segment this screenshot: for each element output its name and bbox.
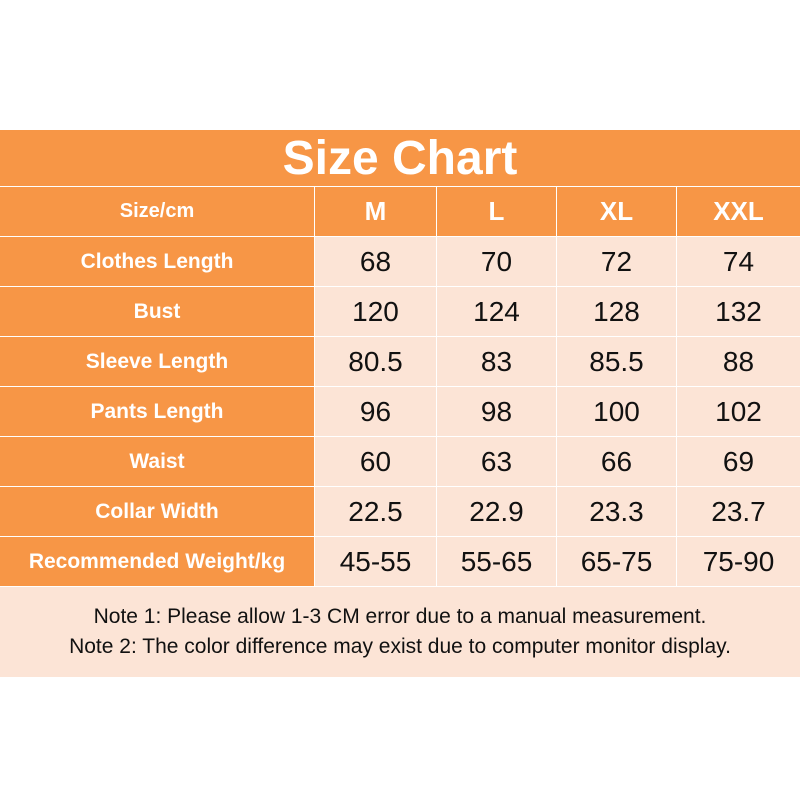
header-cell: M <box>315 187 437 236</box>
data-cell: 63 <box>437 437 557 486</box>
data-cell: 120 <box>315 287 437 336</box>
row-label: Clothes Length <box>0 237 315 286</box>
data-cell: 72 <box>557 237 677 286</box>
data-cell: 45-55 <box>315 537 437 586</box>
row-label: Collar Width <box>0 487 315 536</box>
table-row: Waist 60 63 66 69 <box>0 437 800 487</box>
table-row: Bust 120 124 128 132 <box>0 287 800 337</box>
data-cell: 70 <box>437 237 557 286</box>
header-row: Size/cm M L XL XXL <box>0 187 800 237</box>
data-cell: 23.3 <box>557 487 677 536</box>
data-cell: 66 <box>557 437 677 486</box>
data-cell: 65-75 <box>557 537 677 586</box>
data-cell: 128 <box>557 287 677 336</box>
data-cell: 22.9 <box>437 487 557 536</box>
row-label: Recommended Weight/kg <box>0 537 315 586</box>
data-cell: 124 <box>437 287 557 336</box>
data-cell: 83 <box>437 337 557 386</box>
row-label: Sleeve Length <box>0 337 315 386</box>
row-label: Waist <box>0 437 315 486</box>
note-line: Note 1: Please allow 1-3 CM error due to… <box>93 605 707 628</box>
data-cell: 85.5 <box>557 337 677 386</box>
data-cell: 96 <box>315 387 437 436</box>
data-cell: 22.5 <box>315 487 437 536</box>
data-cell: 98 <box>437 387 557 436</box>
data-cell: 88 <box>677 337 800 386</box>
table-row: Recommended Weight/kg 45-55 55-65 65-75 75-9… <box>0 537 800 587</box>
row-label: Bust <box>0 287 315 336</box>
table-row: Collar Width 22.5 22.9 23.3 23.7 <box>0 487 800 537</box>
data-cell: 100 <box>557 387 677 436</box>
header-cell: Size/cm <box>0 187 315 236</box>
data-cell: 80.5 <box>315 337 437 386</box>
row-label: Pants Length <box>0 387 315 436</box>
note-line: Note 2: The color difference may exist d… <box>69 635 731 658</box>
header-cell: XL <box>557 187 677 236</box>
data-cell: 75-90 <box>677 537 800 586</box>
data-cell: 69 <box>677 437 800 486</box>
table-row: Clothes Length 68 70 72 74 <box>0 237 800 287</box>
notes: Note 1: Please allow 1-3 CM error due to… <box>0 587 800 677</box>
data-cell: 132 <box>677 287 800 336</box>
table-row: Pants Length 96 98 100 102 <box>0 387 800 437</box>
size-chart: Size Chart Size/cm M L XL XXL Clothes Length 6… <box>0 130 800 677</box>
table-title: Size Chart <box>0 130 800 187</box>
data-cell: 68 <box>315 237 437 286</box>
header-cell: XXL <box>677 187 800 236</box>
data-cell: 60 <box>315 437 437 486</box>
table-row: Sleeve Length 80.5 83 85.5 88 <box>0 337 800 387</box>
data-cell: 55-65 <box>437 537 557 586</box>
data-cell: 23.7 <box>677 487 800 536</box>
data-cell: 74 <box>677 237 800 286</box>
header-cell: L <box>437 187 557 236</box>
data-cell: 102 <box>677 387 800 436</box>
